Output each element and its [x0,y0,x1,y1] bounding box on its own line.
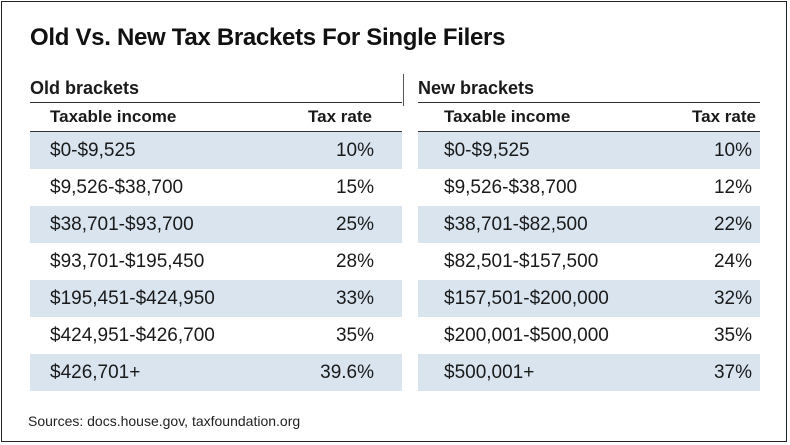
table-row: $157,501-$200,000 32% [418,280,760,317]
table-row: $0-$9,525 10% [418,132,760,169]
new-rate-header: Tax rate [692,107,756,126]
table-row: $38,701-$93,700 25% [30,206,402,243]
table-row: $424,951-$426,700 35% [30,317,402,354]
new-column-headers: Taxable income Tax rate [418,103,760,132]
income-cell: $38,701-$93,700 [50,213,194,235]
old-column-headers: Taxable income Tax rate [30,103,402,132]
rate-cell: 22% [713,213,752,235]
table-row: $38,701-$82,500 22% [418,206,760,243]
rate-cell: 15% [335,176,374,198]
rate-cell: 10% [713,139,752,161]
income-cell: $9,526-$38,700 [50,176,184,198]
table-row: $9,526-$38,700 12% [418,169,760,206]
table-row: $195,451-$424,950 33% [30,280,402,317]
new-brackets-table: New brackets Taxable income Tax rate $0-… [418,74,760,391]
new-income-header: Taxable income [444,107,571,126]
new-brackets-heading: New brackets [418,74,760,103]
table-row: $0-$9,525 10% [30,132,402,169]
income-cell: $93,701-$195,450 [50,250,205,272]
income-cell: $157,501-$200,000 [444,287,609,309]
table-row: $426,701+ 39.6% [30,354,402,391]
income-cell: $500,001+ [444,361,535,383]
income-cell: $200,001-$500,000 [444,324,609,346]
old-brackets-heading: Old brackets [30,74,402,103]
rate-cell: 10% [335,139,374,161]
rate-cell: 35% [713,324,752,346]
rate-cell: 12% [713,176,752,198]
table-row: $9,526-$38,700 15% [30,169,402,206]
income-cell: $82,501-$157,500 [444,250,599,272]
table-row: $93,701-$195,450 28% [30,243,402,280]
old-income-header: Taxable income [50,107,177,126]
table-row: $82,501-$157,500 24% [418,243,760,280]
income-cell: $424,951-$426,700 [50,324,215,346]
income-cell: $195,451-$424,950 [50,287,215,309]
source-note: Sources: docs.house.gov, taxfoundation.o… [28,413,301,429]
rate-cell: 35% [335,324,374,346]
rate-cell: 24% [713,250,752,272]
old-brackets-table: Old brackets Taxable income Tax rate $0-… [30,74,402,391]
income-cell: $9,526-$38,700 [444,176,578,198]
income-cell: $0-$9,525 [444,139,530,161]
table-row: $200,001-$500,000 35% [418,317,760,354]
rate-cell: 37% [713,361,752,383]
old-rate-header: Tax rate [308,107,372,126]
income-cell: $426,701+ [50,361,141,383]
page-title: Old Vs. New Tax Brackets For Single File… [30,24,506,51]
column-divider [403,74,404,106]
rate-cell: 33% [335,287,374,309]
income-cell: $0-$9,525 [50,139,136,161]
rate-cell: 25% [335,213,374,235]
table-row: $500,001+ 37% [418,354,760,391]
rate-cell: 39.6% [320,361,374,383]
rate-cell: 32% [713,287,752,309]
income-cell: $38,701-$82,500 [444,213,588,235]
rate-cell: 28% [335,250,374,272]
